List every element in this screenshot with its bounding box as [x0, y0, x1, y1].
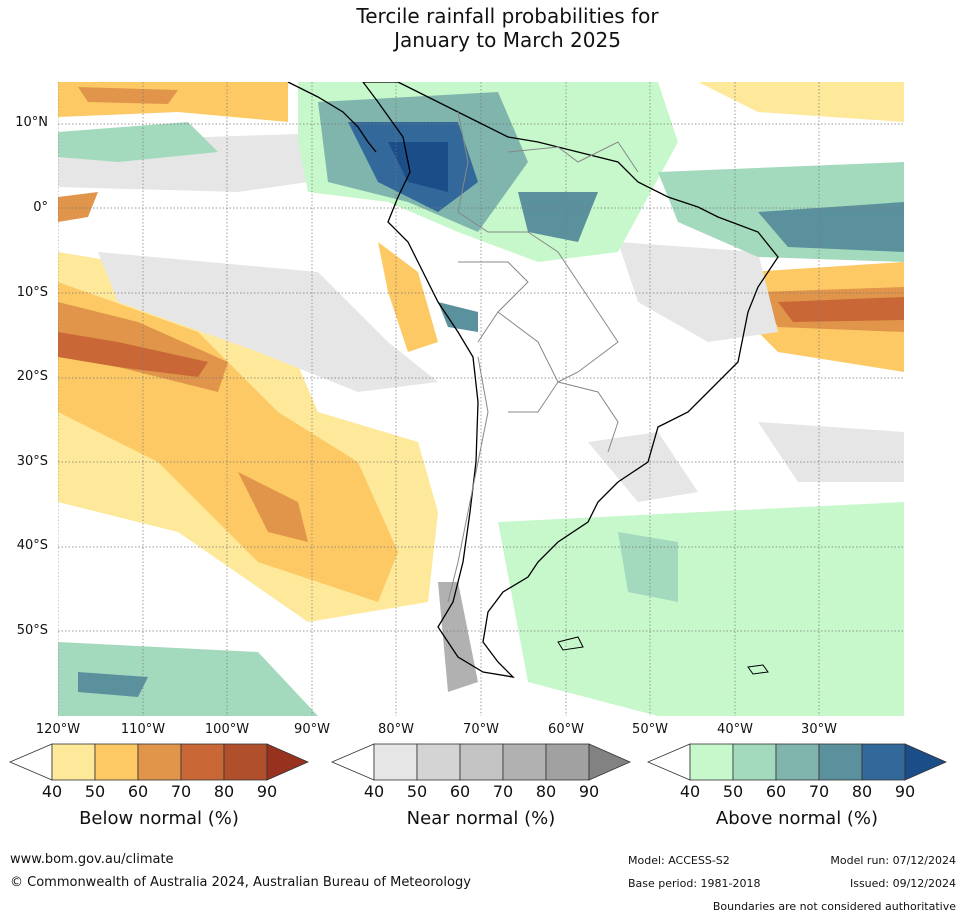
patch-above-bolivia [438, 302, 478, 332]
above-tick-60: 60 [765, 782, 787, 801]
falkland-islands [557, 636, 584, 651]
below-tick-40: 40 [41, 782, 63, 801]
title-line-1: Tercile rainfall probabilities for [356, 4, 659, 28]
patch-near-brazil [618, 242, 778, 342]
above-tick-70: 70 [808, 782, 830, 801]
near-tick-40: 40 [363, 782, 385, 801]
patch-above-colombia-strong [388, 142, 448, 192]
lon-label-70w: 70°W [463, 722, 499, 737]
model-text: Model: ACCESS-S2 [628, 854, 730, 867]
below-tick-90: 90 [256, 782, 278, 801]
lat-label-0: 0° [33, 200, 48, 215]
above-tick-50: 50 [722, 782, 744, 801]
chart-title: Tercile rainfall probabilities for Janua… [0, 4, 965, 52]
patch-above-south-atlantic [498, 502, 904, 716]
south-america-coastline [362, 82, 779, 678]
patch-below-peru-coast [378, 242, 438, 352]
graticule [58, 82, 904, 716]
rainfall-probability-map [58, 82, 904, 716]
lat-label-40s: 40°S [16, 538, 48, 553]
near-tick-90: 90 [578, 782, 600, 801]
lon-label-50w: 50°W [632, 722, 668, 737]
patch-near-pacific [98, 252, 438, 392]
lat-label-50s: 50°S [16, 623, 48, 638]
patch-above-southwest [58, 642, 318, 716]
below-tick-50: 50 [84, 782, 106, 801]
near-normal-colorbar [330, 743, 631, 781]
patch-above-amazon [518, 192, 598, 242]
near-tick-80: 80 [535, 782, 557, 801]
patch-below-atlantic-strong [778, 297, 904, 322]
issued-text: Issued: 09/12/2024 [849, 877, 956, 890]
website-link[interactable]: www.bom.gov.au/climate [10, 852, 174, 867]
patch-below-equator [58, 192, 98, 222]
patch-below-north-core [78, 87, 178, 104]
patch-above-pacific-north [58, 122, 218, 162]
below-normal-title: Below normal (%) [79, 808, 239, 829]
lon-label-90w: 90°W [294, 722, 330, 737]
below-tick-60: 60 [127, 782, 149, 801]
above-tick-80: 80 [851, 782, 873, 801]
patch-near-atlantic [758, 422, 904, 482]
above-normal-patches [58, 82, 904, 716]
above-tick-90: 90 [894, 782, 916, 801]
lon-label-80w: 80°W [378, 722, 414, 737]
disclaimer-text: Boundaries are not considered authoritat… [712, 900, 956, 913]
central-america-coastline [287, 82, 377, 153]
patch-below-pacific-south [238, 472, 308, 542]
above-normal-title: Above normal (%) [715, 808, 879, 829]
lon-label-100w: 100°W [204, 722, 250, 737]
lon-label-40w: 40°W [717, 722, 753, 737]
copyright-text: © Commonwealth of Australia 2024, Austra… [10, 875, 471, 890]
model-run-text: Model run: 07/12/2024 [830, 854, 956, 867]
near-tick-70: 70 [492, 782, 514, 801]
patch-above-southwest-core [78, 672, 148, 697]
below-normal-colorbar [8, 743, 309, 781]
patch-above-south-atlantic-core [618, 532, 678, 602]
south-georgia [747, 664, 769, 675]
patch-below-pacific-strong [58, 332, 208, 377]
patch-near-argentina [588, 432, 698, 502]
lon-label-110w: 110°W [120, 722, 166, 737]
lat-label-20s: 20°S [16, 369, 48, 384]
lon-label-120w: 120°W [35, 722, 81, 737]
above-normal-colorbar [646, 743, 947, 781]
country-borders [447, 111, 639, 603]
lon-label-30w: 30°W [801, 722, 837, 737]
below-normal-patches [58, 82, 904, 622]
base-period-text: Base period: 1981-2018 [628, 877, 761, 890]
below-tick-80: 80 [213, 782, 235, 801]
title-line-2: January to March 2025 [394, 28, 621, 52]
lat-label-10s: 10°S [16, 285, 48, 300]
above-tick-40: 40 [679, 782, 701, 801]
near-tick-50: 50 [406, 782, 428, 801]
lat-label-10n: 10°N [15, 115, 48, 130]
near-normal-title: Near normal (%) [406, 808, 556, 829]
patch-below-caribbean [698, 82, 904, 122]
near-tick-60: 60 [449, 782, 471, 801]
patch-above-atlantic-eq-core [758, 202, 904, 252]
lon-label-60w: 60°W [548, 722, 584, 737]
below-tick-70: 70 [170, 782, 192, 801]
map-svg [58, 82, 904, 716]
lat-label-30s: 30°S [16, 454, 48, 469]
